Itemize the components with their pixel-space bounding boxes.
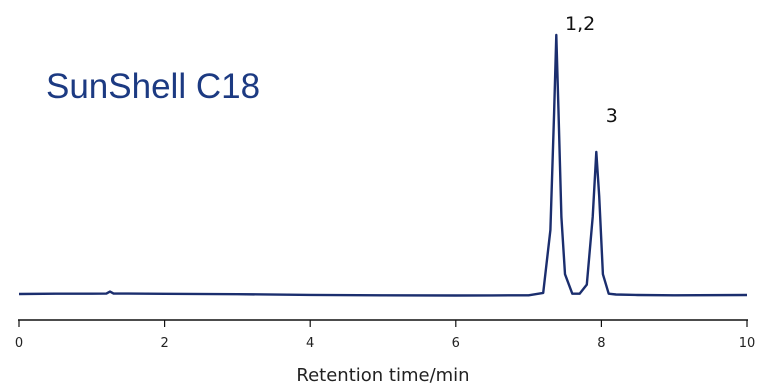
x-tick-label-10: 10 [739, 336, 756, 351]
x-axis-title: Retention time/min [296, 365, 469, 386]
x-axis-ticks: 0 2 4 6 8 10 [15, 320, 755, 351]
x-tick-label-8: 8 [597, 336, 605, 351]
x-tick-label-6: 6 [452, 336, 460, 351]
x-tick-label-4: 4 [306, 336, 314, 351]
peak-label-1: 1,2 [565, 13, 595, 35]
peak-labels: 1,23 [565, 13, 618, 127]
peak-label-2: 3 [606, 105, 618, 127]
column-title: SunShell C18 [46, 67, 260, 106]
x-tick-label-2: 2 [160, 336, 168, 351]
x-tick-label-0: 0 [15, 336, 23, 351]
chromatogram-trace [18, 33, 748, 297]
